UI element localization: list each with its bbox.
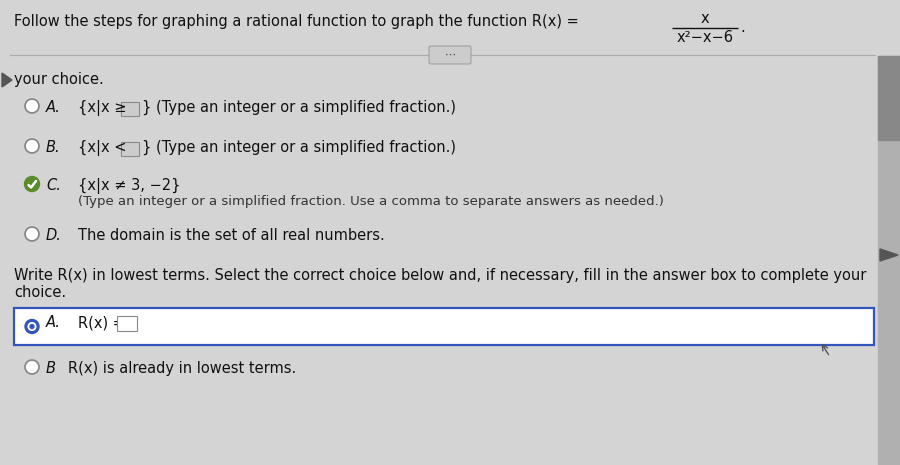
Text: ⋯: ⋯ <box>445 50 455 60</box>
Text: {x|x ≥: {x|x ≥ <box>78 100 131 116</box>
Circle shape <box>28 323 36 330</box>
Text: B: B <box>46 361 56 376</box>
Text: Follow the steps for graphing a rational function to graph the function R(x) =: Follow the steps for graphing a rational… <box>14 14 579 29</box>
Text: A.: A. <box>46 315 61 330</box>
FancyBboxPatch shape <box>122 102 140 116</box>
Circle shape <box>25 227 39 241</box>
Circle shape <box>25 360 39 374</box>
Text: The domain is the set of all real numbers.: The domain is the set of all real number… <box>78 228 385 243</box>
Circle shape <box>25 139 39 153</box>
Text: } (Type an integer or a simplified fraction.): } (Type an integer or a simplified fract… <box>142 140 456 155</box>
Text: R(x) is already in lowest terms.: R(x) is already in lowest terms. <box>68 361 296 376</box>
Text: } (Type an integer or a simplified fraction.): } (Type an integer or a simplified fract… <box>142 100 456 115</box>
Text: Write R(x) in lowest terms. Select the correct choice below and, if necessary, f: Write R(x) in lowest terms. Select the c… <box>14 268 867 283</box>
FancyBboxPatch shape <box>14 308 874 345</box>
Text: A.: A. <box>46 100 61 115</box>
Circle shape <box>30 325 34 328</box>
Polygon shape <box>878 56 900 464</box>
Text: {x|x ≠ 3, −2}: {x|x ≠ 3, −2} <box>78 178 181 194</box>
Text: R(x) =: R(x) = <box>78 315 125 330</box>
Text: your choice.: your choice. <box>14 72 104 87</box>
Text: x: x <box>701 11 709 26</box>
Circle shape <box>24 177 40 192</box>
Text: B.: B. <box>46 140 60 155</box>
Circle shape <box>25 319 39 333</box>
FancyBboxPatch shape <box>429 46 471 64</box>
Text: choice.: choice. <box>14 285 66 300</box>
Text: D.: D. <box>46 228 62 243</box>
Circle shape <box>25 99 39 113</box>
FancyBboxPatch shape <box>122 142 140 156</box>
Text: .: . <box>740 20 745 35</box>
Polygon shape <box>878 56 900 140</box>
Text: {x|x <: {x|x < <box>78 140 131 156</box>
Polygon shape <box>2 73 12 87</box>
Polygon shape <box>880 249 898 261</box>
FancyBboxPatch shape <box>117 316 137 331</box>
Text: x²−x−6: x²−x−6 <box>677 30 733 45</box>
Text: (Type an integer or a simplified fraction. Use a comma to separate answers as ne: (Type an integer or a simplified fractio… <box>78 195 664 208</box>
Text: C.: C. <box>46 178 61 193</box>
